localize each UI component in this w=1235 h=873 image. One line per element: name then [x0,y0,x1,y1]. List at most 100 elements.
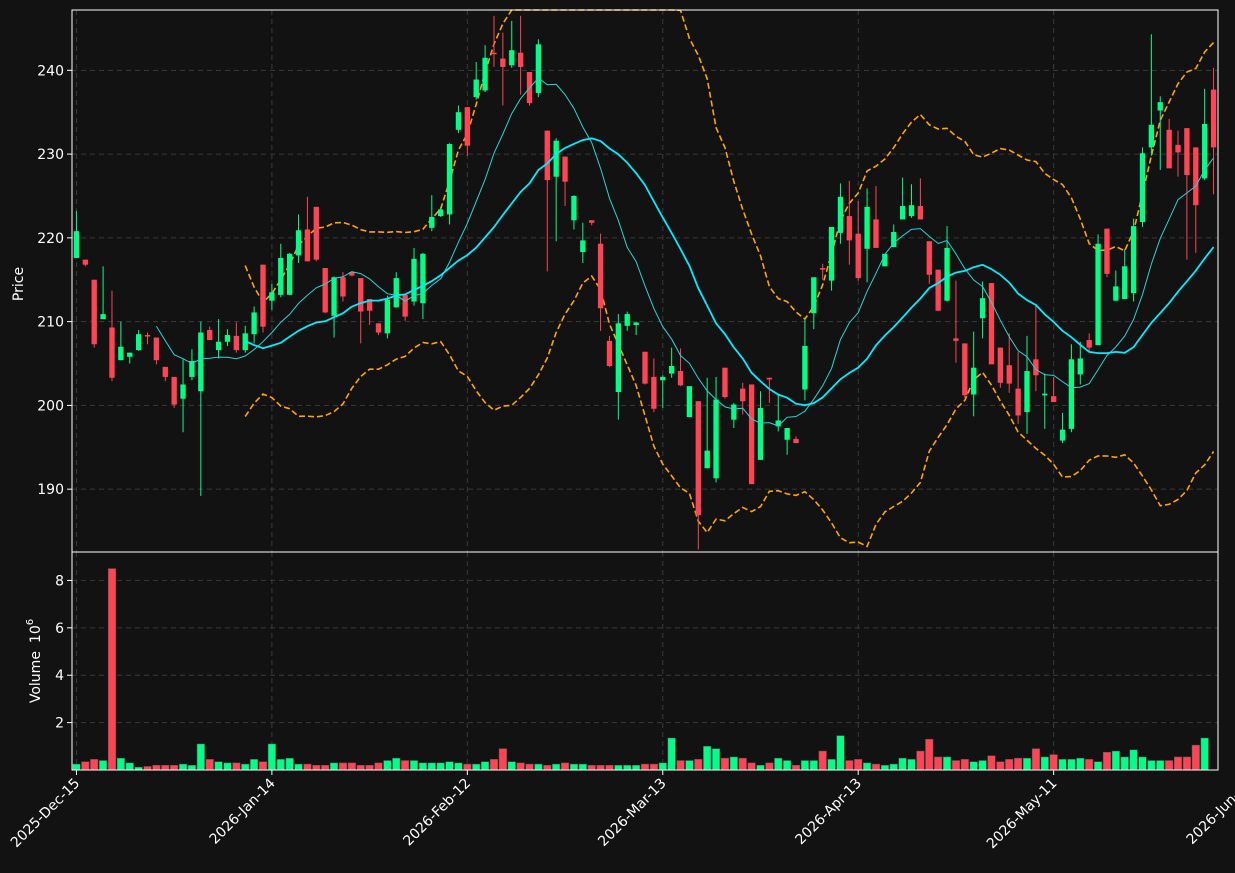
x-tick-label: 2026-Jan-14 [207,775,279,847]
candle-body [811,277,817,314]
band-lines [244,9,1215,548]
candle-body [420,253,426,304]
candle-body [464,107,470,146]
candle-body [1077,358,1083,375]
x-tick-label: 2026-Apr-13 [793,776,866,849]
candle-body [411,258,417,302]
candle-body [624,314,630,326]
volume-bar [1200,737,1209,771]
price-axis-label: Price [11,267,27,301]
candle-body [926,241,932,275]
candle-body [731,404,737,420]
candle-body [402,294,408,317]
candle-body [695,401,701,516]
candle-body [606,340,613,367]
candle-body [686,386,693,418]
volume-bar [1173,756,1183,771]
candle-body [597,243,604,309]
volume-bar [1031,748,1040,771]
volume-bar [116,757,125,771]
volume-bar [427,762,436,771]
volume-bar [596,765,605,771]
volume-bar [907,759,916,771]
candle-body [224,335,231,342]
candle-body [740,388,746,402]
candle-body [1122,266,1128,300]
volume-bar [472,763,481,771]
candle-body [429,216,435,228]
candle-body [366,299,373,311]
volume-bar [516,762,525,771]
candle-body [144,335,151,337]
x-tick-label: 2026-Jun-09 [1184,776,1235,848]
x-axis-ticks: 2025-Dec-15 2026-Jan-14 2026-Feb-12 2026-Ma… [8,770,1235,852]
volume-bar [170,765,179,771]
volume-bar [454,762,463,771]
candle-body [1139,153,1146,222]
candle-body [82,259,88,265]
volume-bar [1111,750,1120,771]
volume-axis-label-text: Volume [28,651,44,703]
candle-body [340,277,346,297]
candle-body [953,338,959,341]
candle-body [642,351,648,384]
candle-body [589,220,595,223]
volume-bar [1138,756,1147,771]
volume-bar [649,763,658,771]
candle-body [162,366,168,377]
volume-bar [978,760,987,771]
volume-bar [614,765,623,771]
volume-bar [179,763,188,771]
volume-bar [1165,760,1174,771]
volume-bar [605,765,614,771]
candle-body [100,314,106,320]
volume-bar [951,760,960,771]
candle-body [375,323,382,333]
candle-body [793,438,799,444]
candle-body [331,277,337,316]
candle-body [171,376,177,405]
volume-bar [1156,760,1165,771]
candle-body [278,257,284,295]
candle-body [233,335,240,351]
volume-bar [880,765,889,771]
volume-bar [489,759,499,771]
candle-body [1006,365,1012,384]
volume-bar [854,759,863,771]
volume-bar [756,765,765,771]
volume-bar [374,762,383,771]
volume-bar [507,761,516,771]
candle-body [1104,228,1110,274]
candle-body [1166,129,1172,169]
candle-body [1210,89,1217,148]
candle-body [118,346,124,361]
volume-bar [765,762,774,771]
volume-bar [161,765,170,771]
candle-body [873,219,879,248]
upper-band-line [244,9,1215,321]
volume-bar [321,765,330,771]
volume-bar [436,762,445,771]
volume-bar [196,743,205,771]
candle-body [899,206,906,220]
candle-body [651,376,657,409]
volume-bar [791,765,801,771]
volume-bar [712,748,721,771]
price-panel-background [72,10,1218,552]
price-tick-label: 240 [37,63,64,79]
volume-bar [943,756,952,771]
volume-bar [969,761,978,771]
volume-bar [409,760,419,771]
candle-body [180,384,186,399]
volume-tick-label: 2 [55,716,64,732]
volume-bar [1120,756,1129,771]
volume-bar [1076,757,1085,771]
volume-bar [1147,760,1156,771]
candle-body [295,230,302,256]
volume-bar [1102,751,1111,771]
volume-bar [241,763,250,771]
candle-body [864,206,870,249]
volume-bar [303,763,312,771]
candle-body [91,279,97,345]
candle-body [988,283,995,365]
